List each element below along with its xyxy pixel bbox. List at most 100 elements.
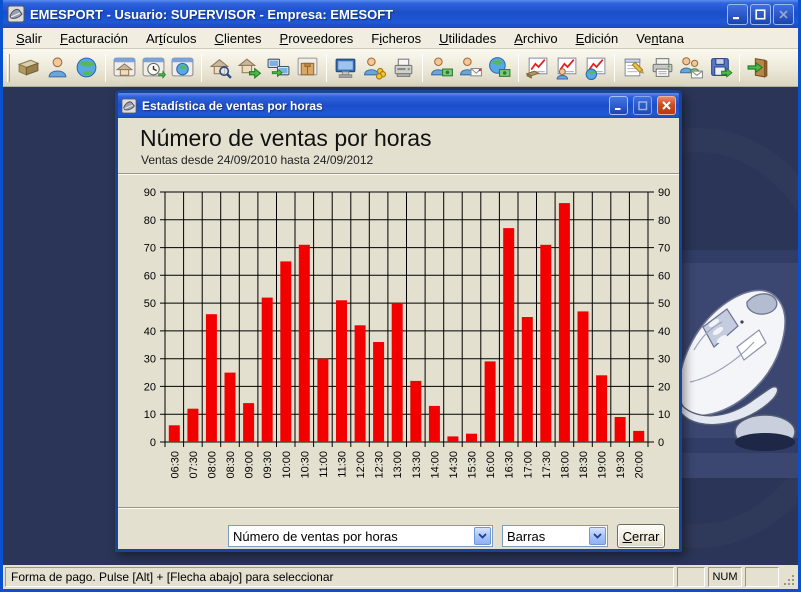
metric-combobox-value: Número de ventas por horas bbox=[233, 528, 398, 544]
svg-text:14:30: 14:30 bbox=[448, 451, 460, 479]
person-coins-icon[interactable] bbox=[360, 52, 389, 84]
svg-text:10: 10 bbox=[658, 409, 670, 421]
shoe-image bbox=[670, 250, 798, 478]
svg-text:14:00: 14:00 bbox=[429, 451, 441, 479]
status-bar: Forma de pago. Pulse [Alt] + [Flecha aba… bbox=[3, 565, 798, 589]
bar-chart: 0 0 10 10 20 20 30 30 40 40 50 50 60 60 70 70 80 80 90 90 06… bbox=[118, 175, 679, 507]
globe-money-icon[interactable] bbox=[485, 52, 514, 84]
home-export-icon[interactable] bbox=[235, 52, 264, 84]
chart-subtitle: Ventas desde 24/09/2010 hasta 24/09/2012 bbox=[141, 153, 374, 167]
menu-item-salir[interactable]: Salir bbox=[16, 30, 43, 46]
svg-text:13:00: 13:00 bbox=[392, 451, 404, 479]
svg-text:11:00: 11:00 bbox=[318, 451, 330, 478]
svg-text:10:30: 10:30 bbox=[299, 451, 311, 479]
customer-icon[interactable] bbox=[43, 52, 72, 84]
fax-icon[interactable] bbox=[389, 52, 418, 84]
chart-type-combobox[interactable]: Barras bbox=[502, 525, 608, 547]
dialog-close-button[interactable] bbox=[657, 96, 676, 115]
maximize-icon bbox=[637, 100, 647, 110]
svg-text:60: 60 bbox=[144, 270, 156, 282]
svg-text:09:00: 09:00 bbox=[244, 451, 256, 479]
dialog-title-bar: Estadística de ventas por horas bbox=[118, 93, 679, 118]
menu-item-articulos[interactable]: Artículos bbox=[145, 30, 197, 46]
menu-item-proveedores[interactable]: Proveedores bbox=[279, 30, 354, 46]
separator bbox=[118, 507, 679, 509]
menu-item-ficheros[interactable]: Ficheros bbox=[371, 30, 422, 46]
svg-text:80: 80 bbox=[658, 215, 670, 227]
svg-text:20: 20 bbox=[144, 381, 156, 393]
status-message: Forma de pago. Pulse [Alt] + [Flecha aba… bbox=[5, 567, 674, 587]
svg-text:18:30: 18:30 bbox=[578, 451, 590, 479]
menu-item-clientes[interactable]: Clientes bbox=[214, 30, 262, 46]
svg-text:17:30: 17:30 bbox=[541, 451, 553, 479]
menu-item-edicion[interactable]: Edición bbox=[575, 30, 619, 46]
svg-text:17:00: 17:00 bbox=[522, 451, 534, 479]
notepad-icon[interactable] bbox=[619, 52, 648, 84]
minimize-icon bbox=[614, 107, 620, 110]
package-icon[interactable] bbox=[293, 52, 322, 84]
menu-item-facturacion[interactable]: Facturación bbox=[60, 30, 128, 46]
toolbar-separator bbox=[422, 53, 423, 82]
dialog-minimize-button[interactable] bbox=[609, 96, 628, 115]
svg-text:12:00: 12:00 bbox=[355, 451, 367, 479]
svg-text:0: 0 bbox=[150, 437, 156, 449]
toolbar-grip[interactable] bbox=[7, 53, 10, 82]
svg-text:70: 70 bbox=[658, 243, 670, 255]
workstation-icon[interactable] bbox=[331, 52, 360, 84]
svg-text:40: 40 bbox=[144, 326, 156, 338]
minimize-button[interactable] bbox=[727, 3, 748, 25]
svg-text:09:30: 09:30 bbox=[262, 451, 274, 479]
dialog-title: Estadística de ventas por horas bbox=[142, 98, 323, 113]
resize-grip[interactable] bbox=[782, 567, 796, 587]
toolbar bbox=[3, 49, 798, 87]
svg-text:07:30: 07:30 bbox=[188, 451, 200, 479]
chart-customers-icon[interactable] bbox=[552, 52, 581, 84]
svg-text:15:30: 15:30 bbox=[467, 451, 479, 479]
svg-text:20:00: 20:00 bbox=[634, 451, 646, 479]
person-money-icon[interactable] bbox=[427, 52, 456, 84]
menu-bar: Salir Facturación Artículos Clientes Proveed… bbox=[3, 28, 798, 49]
menu-item-utilidades[interactable]: Utilidades bbox=[439, 30, 497, 46]
chart-web-icon[interactable] bbox=[581, 52, 610, 84]
home-window-icon[interactable] bbox=[110, 52, 139, 84]
toolbar-separator bbox=[326, 53, 327, 82]
chevron-down-icon[interactable] bbox=[589, 527, 606, 545]
toolbar-separator bbox=[201, 53, 202, 82]
toolbar-separator bbox=[739, 53, 740, 82]
chevron-down-icon[interactable] bbox=[474, 527, 491, 545]
workspace-background: Estadística de ventas por horas Número d… bbox=[3, 88, 798, 565]
exit-icon[interactable] bbox=[744, 52, 773, 84]
svg-text:0: 0 bbox=[658, 437, 664, 449]
svg-text:80: 80 bbox=[144, 215, 156, 227]
maximize-button[interactable] bbox=[750, 3, 771, 25]
dialog-maximize-button[interactable] bbox=[633, 96, 652, 115]
svg-text:19:30: 19:30 bbox=[615, 451, 627, 479]
toolbar-separator bbox=[614, 53, 615, 82]
clock-window-icon[interactable] bbox=[139, 52, 168, 84]
person-mail-icon[interactable] bbox=[456, 52, 485, 84]
contacts-mail-icon[interactable] bbox=[677, 52, 706, 84]
globe-icon[interactable] bbox=[72, 52, 101, 84]
save-icon[interactable] bbox=[706, 52, 735, 84]
globe-window-icon[interactable] bbox=[168, 52, 197, 84]
svg-text:06:30: 06:30 bbox=[169, 451, 181, 479]
books-icon[interactable] bbox=[14, 52, 43, 84]
screens-transfer-icon[interactable] bbox=[264, 52, 293, 84]
chart-type-combobox-value: Barras bbox=[507, 528, 546, 544]
minimize-icon bbox=[733, 16, 739, 19]
home-search-icon[interactable] bbox=[206, 52, 235, 84]
metric-combobox[interactable]: Número de ventas por horas bbox=[228, 525, 493, 547]
close-icon bbox=[779, 9, 788, 19]
chart-sales-icon[interactable] bbox=[523, 52, 552, 84]
dialog-body: Número de ventas por horas Ventas desde … bbox=[118, 125, 679, 556]
svg-text:20: 20 bbox=[658, 381, 670, 393]
menu-item-ventana[interactable]: Ventana bbox=[636, 30, 684, 46]
close-button[interactable] bbox=[773, 3, 794, 25]
svg-text:40: 40 bbox=[658, 326, 670, 338]
menu-item-archivo[interactable]: Archivo bbox=[514, 30, 558, 46]
separator bbox=[118, 173, 679, 175]
svg-text:30: 30 bbox=[658, 354, 670, 366]
printer-icon[interactable] bbox=[648, 52, 677, 84]
